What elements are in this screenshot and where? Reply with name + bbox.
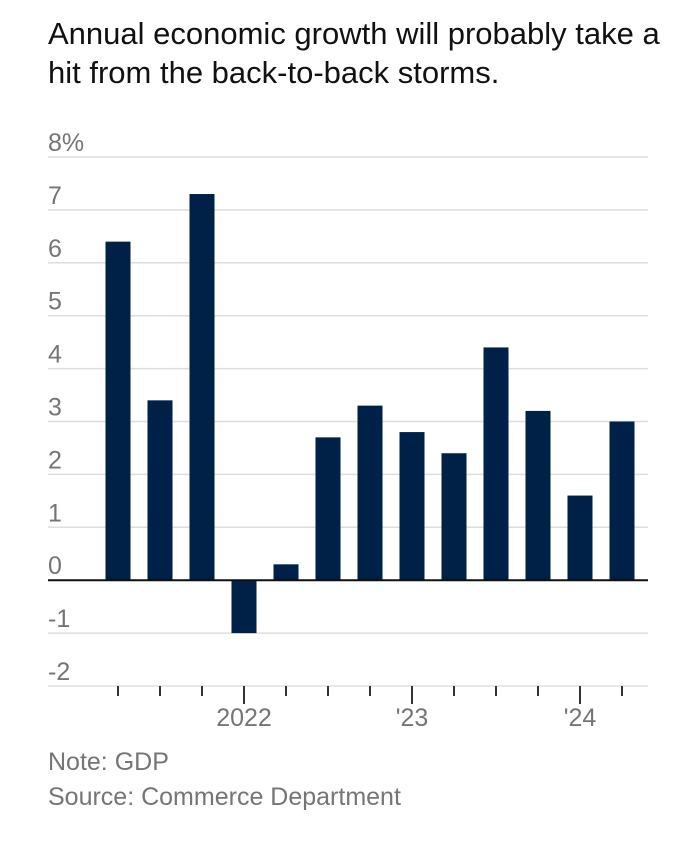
x-tick-label: '24 (564, 704, 597, 732)
y-tick-label: 0 (48, 552, 62, 580)
bar (567, 495, 593, 581)
bar (315, 437, 341, 581)
y-tick-label: 8% (48, 129, 84, 157)
y-tick-label: -2 (48, 658, 70, 686)
y-tick-label: 3 (48, 394, 62, 422)
bars (105, 194, 635, 634)
bar (231, 580, 257, 634)
gridlines (48, 156, 648, 687)
y-tick-label: 4 (48, 341, 62, 369)
bar (147, 400, 173, 581)
y-tick-label: 6 (48, 235, 62, 263)
bar (609, 421, 635, 581)
chart-title: Annual economic growth will probably tak… (48, 16, 660, 90)
bar (525, 410, 551, 581)
x-tick-label: '23 (396, 704, 429, 732)
chart-source: Source: Commerce Department (48, 783, 401, 811)
bar (357, 405, 383, 581)
y-tick-label: 2 (48, 446, 62, 474)
bar (483, 347, 509, 581)
chart-note: Note: GDP (48, 748, 169, 776)
y-axis-labels: 8% 7 6 5 4 3 2 1 0 -1 -2 (48, 129, 84, 686)
y-tick-label: -1 (48, 605, 70, 633)
y-tick-label: 5 (48, 288, 62, 316)
y-tick-label: 1 (48, 499, 62, 527)
bar (273, 564, 299, 581)
bar (189, 194, 215, 581)
bar-chart: 8% 7 6 5 4 3 2 1 0 -1 -2 2022 '23 '24 (48, 129, 648, 732)
bar (105, 241, 131, 581)
bar (441, 453, 467, 581)
x-axis: 2022 '23 '24 (48, 579, 648, 732)
bar (399, 432, 425, 581)
x-tick-label: 2022 (216, 704, 272, 732)
y-tick-label: 7 (48, 182, 62, 210)
